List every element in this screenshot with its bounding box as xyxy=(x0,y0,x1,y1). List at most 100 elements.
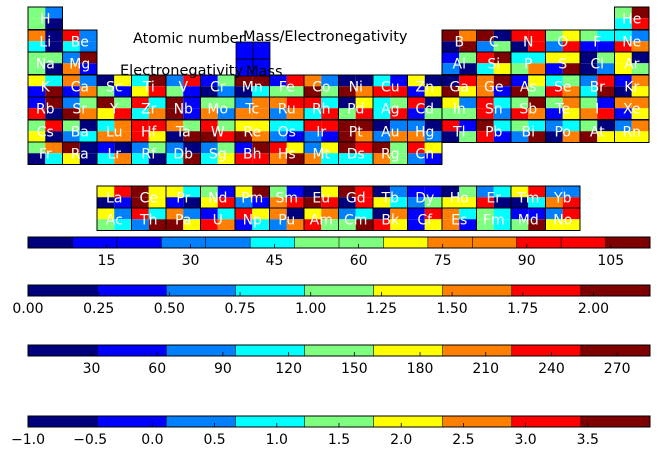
element-quad xyxy=(511,108,529,120)
element-symbol: Cd xyxy=(415,101,434,117)
element-quad xyxy=(252,108,270,120)
element-quad xyxy=(424,120,442,132)
element-symbol: Md xyxy=(518,212,539,228)
element-symbol: Fe xyxy=(279,79,295,95)
element-quad xyxy=(200,97,218,109)
colorbars: 15 30 45 60 75 90 105 0.00 0.25 0.50 0.75 1.00 1.25 1… xyxy=(11,236,651,448)
element-quad xyxy=(442,41,460,53)
element-quad xyxy=(269,108,287,120)
element-cell-he: He xyxy=(614,6,650,30)
element-symbol: Am xyxy=(310,212,333,228)
element-quad xyxy=(511,197,529,209)
colorbar-tick-label: 2.5 xyxy=(452,432,474,448)
colorbar-mass-electronegativity: −1.0 −0.5 0.0 0.5 1.0 1.5 2.0 2.5 3.0 3.5 xyxy=(11,415,651,448)
element-quad xyxy=(631,41,649,53)
element-cell-u: U xyxy=(200,207,236,231)
element-quad xyxy=(476,131,494,143)
element-quad xyxy=(45,18,63,30)
colorbar-tick-label: 2.00 xyxy=(578,301,609,317)
element-quad xyxy=(511,52,529,64)
element-quad xyxy=(614,7,632,19)
element-quad xyxy=(493,97,511,109)
element-quad xyxy=(252,142,270,154)
element-quad xyxy=(286,120,304,132)
element-quad xyxy=(442,108,460,120)
element-symbol: Al xyxy=(453,56,466,72)
element-quad xyxy=(45,30,63,42)
element-symbol: Kr xyxy=(624,79,639,95)
element-cell-i: I xyxy=(579,96,615,120)
element-quad xyxy=(148,75,166,87)
element-quad xyxy=(217,97,235,109)
element-quad xyxy=(183,208,201,220)
colorbar-mass: 30 60 90 120 150 180 210 240 270 xyxy=(27,344,651,377)
element-quad xyxy=(45,153,63,165)
element-cell-s: S xyxy=(545,51,581,75)
element-quad xyxy=(286,153,304,165)
element-quad xyxy=(459,120,477,132)
element-quad xyxy=(62,120,80,132)
element-cell-lr: Lr xyxy=(96,141,132,165)
element-symbol: Bh xyxy=(243,146,261,162)
element-quad xyxy=(476,30,494,42)
element-quad xyxy=(304,97,322,109)
element-quad xyxy=(79,131,97,143)
element-quad xyxy=(79,153,97,165)
element-symbol: Rf xyxy=(141,146,157,162)
element-quad xyxy=(390,186,408,198)
element-cell-no: No xyxy=(545,207,581,231)
element-cell-sc: Sc xyxy=(96,74,132,98)
element-quad xyxy=(442,131,460,143)
element-cell-re: Re xyxy=(234,119,270,143)
element-symbol: I xyxy=(595,101,599,117)
element-symbol: Au xyxy=(381,124,399,140)
element-quad xyxy=(97,120,115,132)
element-quad xyxy=(166,97,184,109)
element-quad xyxy=(62,75,80,87)
legend-key: Atomic number Mass/Electronegativity Ele… xyxy=(120,29,408,80)
element-quad xyxy=(390,208,408,220)
element-cell-ti: Ti xyxy=(131,74,167,98)
element-quad xyxy=(321,208,339,220)
element-quad xyxy=(45,142,63,154)
element-symbol: Br xyxy=(590,79,606,95)
element-quad xyxy=(614,75,632,87)
element-quad xyxy=(442,208,460,220)
element-quad xyxy=(217,153,235,165)
element-cell-co: Co xyxy=(303,74,339,98)
element-quad xyxy=(614,120,632,132)
element-quad xyxy=(407,208,425,220)
colorbar-tick-label: 1.0 xyxy=(266,432,288,448)
element-quad xyxy=(528,97,546,109)
element-quad xyxy=(45,41,63,53)
element-quad xyxy=(114,86,132,98)
element-quad xyxy=(631,30,649,42)
element-quad xyxy=(28,153,46,165)
element-border xyxy=(614,119,650,143)
element-quad xyxy=(614,86,632,98)
element-symbol: Mn xyxy=(242,79,263,95)
element-quad xyxy=(183,219,201,231)
element-quad xyxy=(235,208,253,220)
element-cell-li: Li xyxy=(27,29,63,53)
element-quad xyxy=(614,131,632,143)
element-cell-sb: Sb xyxy=(510,96,546,120)
element-quad xyxy=(338,219,356,231)
element-quad xyxy=(476,120,494,132)
element-quad xyxy=(269,142,287,154)
element-quad xyxy=(62,97,80,109)
element-symbol: Sb xyxy=(519,101,537,117)
element-quad xyxy=(183,197,201,209)
element-quad xyxy=(114,131,132,143)
element-quad xyxy=(545,52,563,64)
element-quad xyxy=(114,219,132,231)
element-quad xyxy=(45,52,63,64)
element-quad xyxy=(321,186,339,198)
element-quad xyxy=(321,120,339,132)
colorbar-tick-label: 1.00 xyxy=(295,301,326,317)
element-symbol: Es xyxy=(451,212,467,228)
element-quad xyxy=(62,63,80,75)
element-quad xyxy=(373,186,391,198)
element-quad xyxy=(79,97,97,109)
element-quad xyxy=(580,86,598,98)
